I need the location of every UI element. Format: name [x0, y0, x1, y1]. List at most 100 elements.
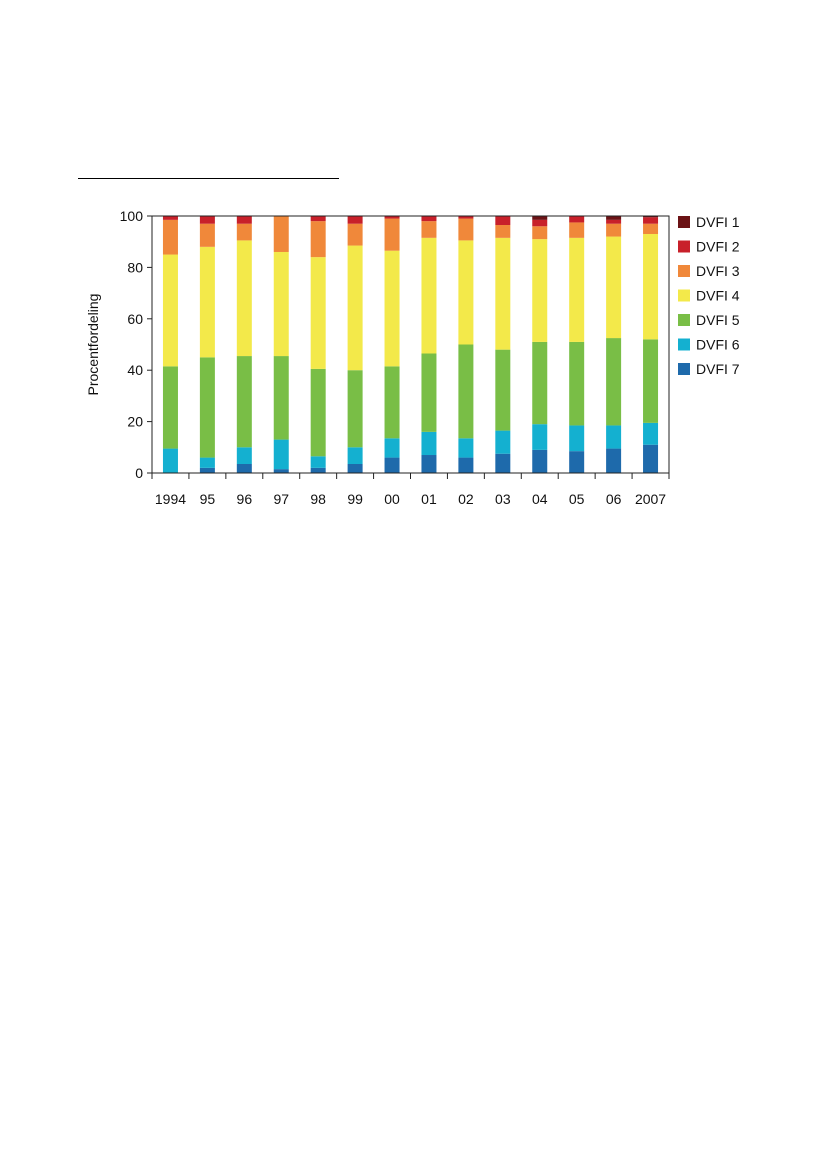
bar-segment-dvfi-2-01 [421, 216, 437, 222]
bar-segment-dvfi-6-06 [606, 425, 622, 449]
bar-segment-dvfi-3-01 [421, 221, 437, 238]
x-tick-label: 95 [200, 491, 216, 507]
legend-swatch-dvfi-3 [678, 265, 690, 277]
bar-segment-dvfi-7-96 [236, 464, 252, 473]
bar-segment-dvfi-3-2007 [643, 223, 659, 234]
bar-segment-dvfi-6-95 [199, 457, 215, 468]
bar-segment-dvfi-7-03 [495, 453, 511, 473]
bar-segment-dvfi-2-99 [347, 216, 363, 224]
legend-label: DVFI 7 [696, 361, 740, 377]
bar-segment-dvfi-5-97 [273, 356, 289, 440]
y-axis-label: Procentfordeling [85, 294, 101, 396]
bar-segment-dvfi-4-1994 [162, 254, 178, 367]
bar-segment-dvfi-2-2007 [643, 217, 659, 224]
legend-swatch-dvfi-7 [678, 363, 690, 375]
legend-label: DVFI 1 [696, 214, 740, 230]
bar-segment-dvfi-7-97 [273, 469, 289, 473]
bar-segment-dvfi-5-06 [606, 338, 622, 426]
legend: DVFI 1 DVFI 2 DVFI 3 DVFI 4 DVFI 5 DVFI 6 DVFI… [678, 214, 740, 377]
bar-segment-dvfi-5-96 [236, 356, 252, 448]
bar-segment-dvfi-6-97 [273, 439, 289, 470]
bar-segment-dvfi-4-03 [495, 237, 511, 350]
bar-segment-dvfi-6-1994 [162, 448, 178, 473]
bar-segment-dvfi-1-04 [532, 216, 548, 220]
legend-label: DVFI 5 [696, 312, 740, 328]
legend-label: DVFI 6 [696, 337, 740, 353]
y-tick-label: 0 [135, 465, 143, 481]
x-tick-label: 01 [421, 491, 437, 507]
bar-segment-dvfi-4-02 [458, 240, 474, 345]
x-tick-label: 97 [273, 491, 289, 507]
bar-segment-dvfi-4-05 [569, 237, 585, 342]
bar-segment-dvfi-5-99 [347, 370, 363, 448]
x-tick-label: 05 [569, 491, 585, 507]
x-tick-label: 2007 [635, 491, 666, 507]
bar-segment-dvfi-2-05 [569, 216, 585, 223]
header-rule [78, 178, 339, 179]
y-tick-label: 20 [127, 414, 143, 430]
bar-segment-dvfi-3-05 [569, 222, 585, 238]
bar-segment-dvfi-5-95 [199, 357, 215, 458]
legend-swatch-dvfi-5 [678, 314, 690, 326]
bar-segment-dvfi-3-95 [199, 223, 215, 247]
bar-segment-dvfi-3-98 [310, 221, 326, 258]
x-tick-label: 00 [384, 491, 400, 507]
bar-segment-dvfi-4-2007 [643, 233, 659, 340]
bar-segment-dvfi-6-01 [421, 431, 437, 456]
bar-segment-dvfi-2-00 [384, 216, 400, 219]
bar-segment-dvfi-6-02 [458, 438, 474, 458]
bar-segment-dvfi-7-01 [421, 455, 437, 473]
bar-segment-dvfi-3-06 [606, 223, 622, 237]
bar-segment-dvfi-1-06 [606, 216, 622, 220]
bar-segment-dvfi-4-00 [384, 250, 400, 367]
bar-segment-dvfi-6-98 [310, 456, 326, 468]
bars-layer [162, 216, 659, 473]
bar-segment-dvfi-1-2007 [643, 216, 659, 218]
x-tick-label: 98 [310, 491, 326, 507]
bar-segment-dvfi-7-04 [532, 449, 548, 473]
bar-segment-dvfi-3-97 [273, 216, 289, 252]
bar-segment-dvfi-5-05 [569, 341, 585, 426]
bar-segment-dvfi-5-98 [310, 368, 326, 457]
bar-segment-dvfi-6-03 [495, 430, 511, 454]
bar-segment-dvfi-6-05 [569, 425, 585, 452]
bar-segment-dvfi-7-02 [458, 457, 474, 473]
bar-segment-dvfi-5-04 [532, 341, 548, 425]
bar-segment-dvfi-7-95 [199, 467, 215, 473]
x-tick-label: 03 [495, 491, 511, 507]
bar-segment-dvfi-5-03 [495, 349, 511, 431]
x-tick-label: 04 [532, 491, 548, 507]
bar-segment-dvfi-6-04 [532, 424, 548, 450]
bar-segment-dvfi-5-00 [384, 366, 400, 439]
bar-segment-dvfi-4-06 [606, 236, 622, 339]
bar-segment-dvfi-4-95 [199, 246, 215, 358]
bar-segment-dvfi-4-97 [273, 251, 289, 357]
legend-label: DVFI 4 [696, 288, 740, 304]
bar-segment-dvfi-2-03 [495, 216, 511, 225]
bar-segment-dvfi-7-2007 [643, 444, 659, 473]
bar-segment-dvfi-5-02 [458, 344, 474, 439]
bar-segment-dvfi-3-04 [532, 226, 548, 240]
bar-segment-dvfi-4-04 [532, 239, 548, 342]
bar-segment-dvfi-2-02 [458, 216, 474, 219]
legend-label: DVFI 3 [696, 263, 740, 279]
bar-segment-dvfi-3-00 [384, 218, 400, 251]
legend-swatch-dvfi-1 [678, 216, 690, 228]
bar-segment-dvfi-2-04 [532, 219, 548, 227]
y-tick-label: 100 [120, 208, 144, 224]
bar-segment-dvfi-4-96 [236, 240, 252, 357]
x-axis: 1994 95 96 97 98 99 00 01 02 03 04 05 06 2007 [151, 473, 670, 507]
bar-segment-dvfi-5-01 [421, 353, 437, 432]
legend-swatch-dvfi-2 [678, 240, 690, 253]
bar-segment-dvfi-5-2007 [643, 339, 659, 423]
plot-frame [151, 215, 670, 474]
x-tick-label: 96 [237, 491, 253, 507]
bar-segment-dvfi-7-05 [569, 451, 585, 473]
bar-segment-dvfi-3-96 [236, 223, 252, 241]
bar-segment-dvfi-3-02 [458, 218, 474, 241]
bar-segment-dvfi-7-06 [606, 448, 622, 473]
bar-segment-dvfi-6-00 [384, 438, 400, 458]
x-tick-label: 1994 [155, 491, 186, 507]
bar-segment-dvfi-6-2007 [643, 422, 659, 445]
